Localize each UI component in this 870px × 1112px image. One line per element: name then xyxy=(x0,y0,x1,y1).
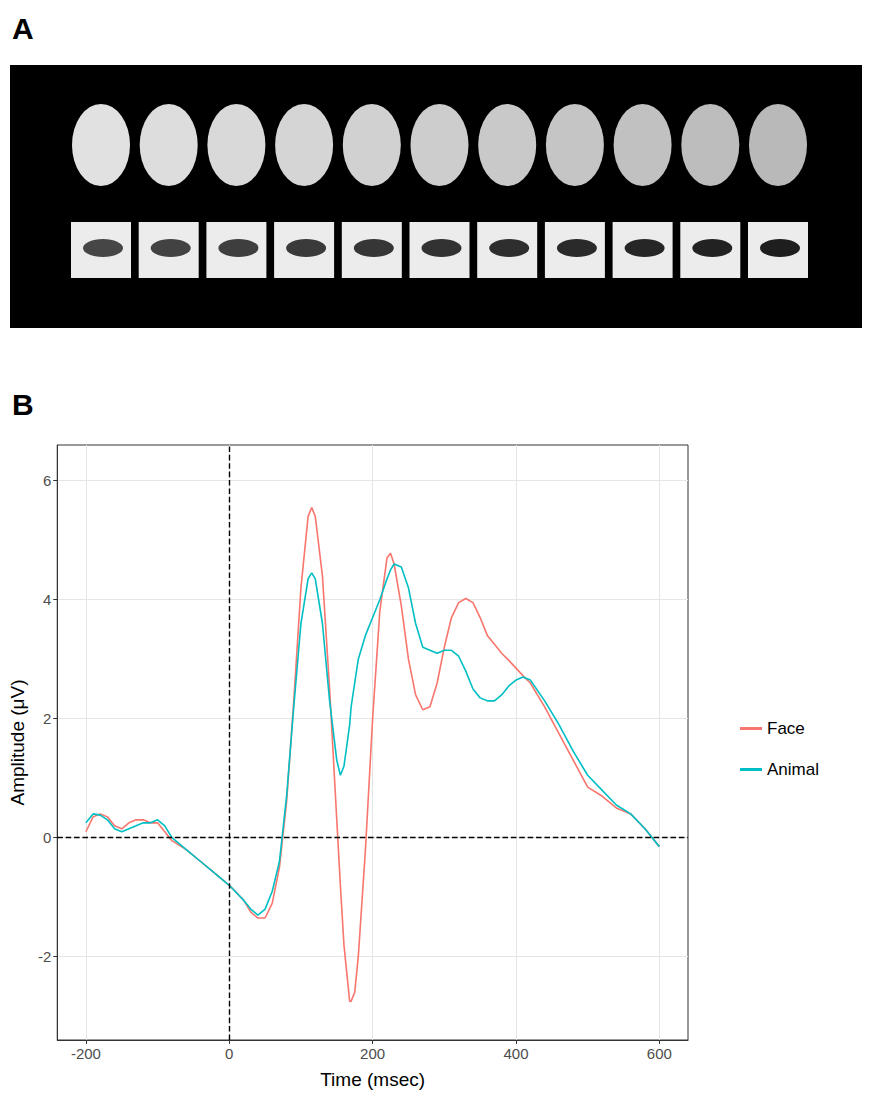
svg-text:-200: -200 xyxy=(71,1045,101,1062)
svg-text:0: 0 xyxy=(43,829,51,846)
svg-text:0: 0 xyxy=(225,1045,233,1062)
svg-text:Amplitude (μV): Amplitude (μV) xyxy=(7,679,28,805)
svg-text:Face: Face xyxy=(767,719,805,738)
html-text:B: B xyxy=(12,388,34,421)
svg-text:4: 4 xyxy=(43,591,51,608)
svg-text:200: 200 xyxy=(360,1045,385,1062)
svg-text:Time (msec): Time (msec) xyxy=(320,1069,425,1090)
svg-text:2: 2 xyxy=(43,710,51,727)
svg-text:Animal: Animal xyxy=(767,760,819,779)
html-text:A: A xyxy=(12,12,34,45)
svg-text:-2: -2 xyxy=(38,948,51,965)
svg-text:600: 600 xyxy=(647,1045,672,1062)
svg-text:400: 400 xyxy=(503,1045,528,1062)
svg-text:6: 6 xyxy=(43,472,51,489)
